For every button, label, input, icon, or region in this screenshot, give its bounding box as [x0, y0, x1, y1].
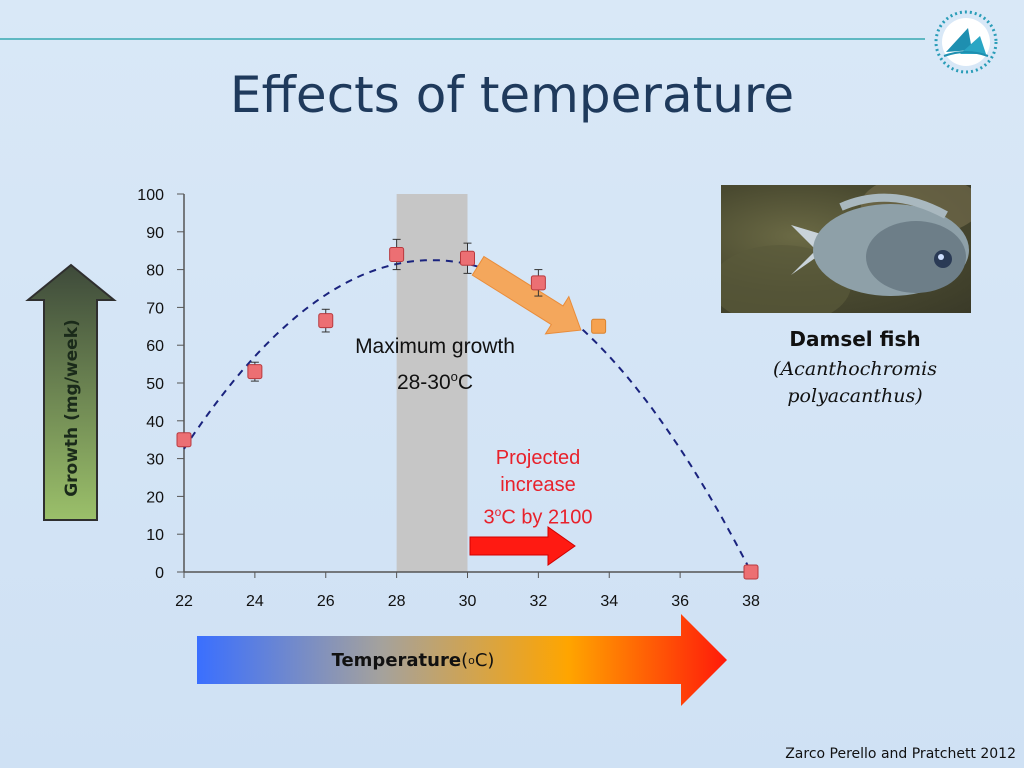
- x-tick-label: 22: [175, 593, 193, 610]
- x-tick-label: 24: [246, 593, 264, 610]
- fish-sci-line1: (Acanthochromis: [773, 358, 937, 380]
- y-tick-label: 100: [137, 187, 164, 204]
- fish-illustration: [721, 185, 971, 313]
- slide-title: Effects of temperature: [229, 66, 795, 124]
- x-axis-label: Temperature (o C): [198, 640, 628, 680]
- citation: Zarco Perello and Pratchett 2012: [785, 746, 1016, 762]
- x-axis-label-text: Temperature: [331, 649, 462, 671]
- y-tick-label: 0: [155, 565, 164, 582]
- x-tick-label: 28: [388, 593, 406, 610]
- y-tick-label: 40: [146, 414, 164, 431]
- temperature-arrow: [197, 614, 727, 706]
- data-point: [389, 246, 405, 262]
- y-tick-label: 20: [146, 489, 164, 506]
- projected-line1: Projected: [495, 447, 581, 469]
- x-tick-label: 32: [529, 593, 547, 610]
- fish-common-name: Damsel fish: [789, 327, 921, 351]
- max-growth-line1: Maximum growth: [355, 335, 515, 358]
- projected-line3: 3oC by 2100: [458, 499, 618, 532]
- y-tick-label: 90: [146, 225, 164, 242]
- header-divider: [0, 38, 925, 40]
- projected-year: C by 2100: [501, 506, 593, 529]
- data-point: [247, 364, 263, 380]
- projected-line2: increase: [500, 474, 576, 496]
- y-tick-label: 70: [146, 300, 164, 317]
- max-growth-line2: 28-30oC: [325, 362, 545, 398]
- x-tick-label: 26: [317, 593, 335, 610]
- data-point: [743, 564, 759, 580]
- projected-degree: o: [494, 505, 502, 519]
- projected-increase-annotation: Projected increase 3oC by 2100: [458, 445, 618, 532]
- x-tick-label: 36: [671, 593, 689, 610]
- projected-increase-arrow: [469, 526, 576, 566]
- y-tick-label: 50: [146, 376, 164, 393]
- y-tick-label: 10: [146, 527, 164, 544]
- institute-logo: [934, 10, 998, 74]
- y-tick-label: 80: [146, 263, 164, 280]
- projection-shift-arrow: [471, 255, 582, 335]
- projected-data-point: [591, 318, 607, 334]
- projection-shift-arrow-shape: [471, 255, 582, 335]
- x-axis-label-open: (: [461, 649, 469, 671]
- growth-arrow: [25, 263, 117, 521]
- fish-scientific-name: (Acanthochromis polyacanthus): [740, 356, 970, 410]
- projected-amount: 3: [483, 506, 495, 529]
- x-tick-label: 38: [742, 593, 760, 610]
- damsel-fish-photo: [721, 185, 971, 313]
- optimal-temperature-band: [396, 194, 468, 572]
- max-growth-unit: C: [457, 371, 474, 394]
- x-tick-label: 30: [459, 593, 477, 610]
- data-point: [318, 313, 334, 329]
- max-growth-degree: o: [450, 369, 458, 384]
- x-axis-label-degree: o: [468, 653, 475, 667]
- y-tick-label: 60: [146, 338, 164, 355]
- data-point: [460, 250, 475, 266]
- max-growth-range: 28-30: [396, 371, 451, 394]
- y-tick-label: 30: [146, 452, 164, 469]
- fish-sci-line2: polyacanthus): [787, 385, 923, 407]
- data-point: [530, 275, 546, 291]
- x-tick-label: 34: [600, 593, 618, 610]
- data-point: [176, 432, 192, 448]
- x-axis-label-close: C): [474, 649, 495, 671]
- max-growth-annotation: Maximum growth 28-30oC: [325, 332, 545, 398]
